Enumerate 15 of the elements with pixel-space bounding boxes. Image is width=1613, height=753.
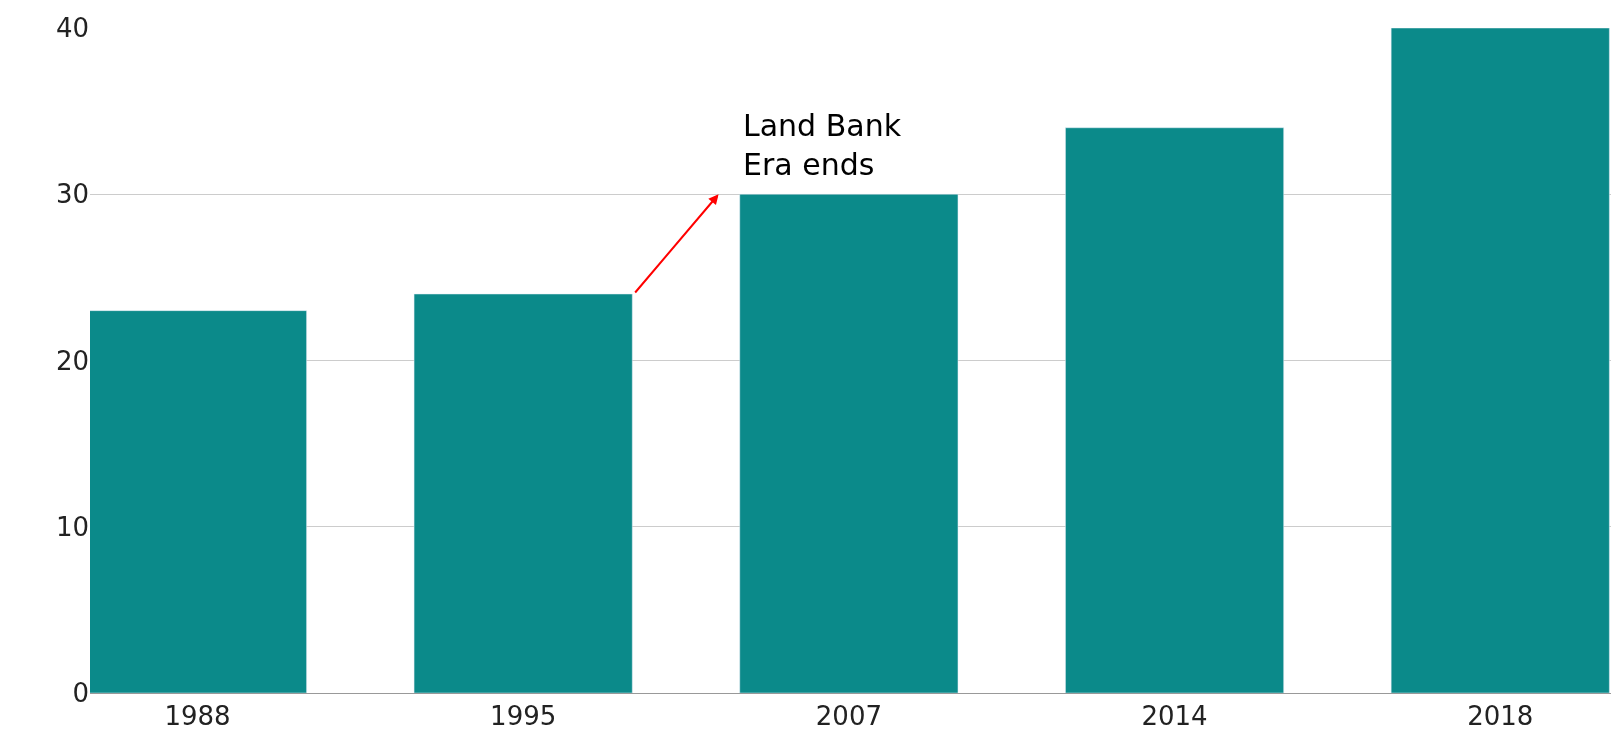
bar — [1390, 28, 1610, 693]
annotation: Land Bank Era ends — [743, 108, 902, 182]
x-tick-label: 2014 — [1141, 701, 1208, 732]
y-tick-label: 0 — [72, 678, 89, 709]
x-tick-label: 2007 — [815, 701, 882, 732]
y-tick-label: 40 — [55, 13, 89, 44]
x-tick-label: 1988 — [164, 701, 231, 732]
bar — [413, 293, 633, 693]
y-tick-label: 10 — [55, 511, 89, 542]
x-tick-label: 2018 — [1467, 701, 1534, 732]
y-tick-label: 30 — [55, 179, 89, 210]
x-tick-label: 1995 — [490, 701, 557, 732]
bar — [1065, 127, 1284, 693]
bar — [739, 194, 959, 693]
y-tick-label: 20 — [55, 345, 89, 376]
